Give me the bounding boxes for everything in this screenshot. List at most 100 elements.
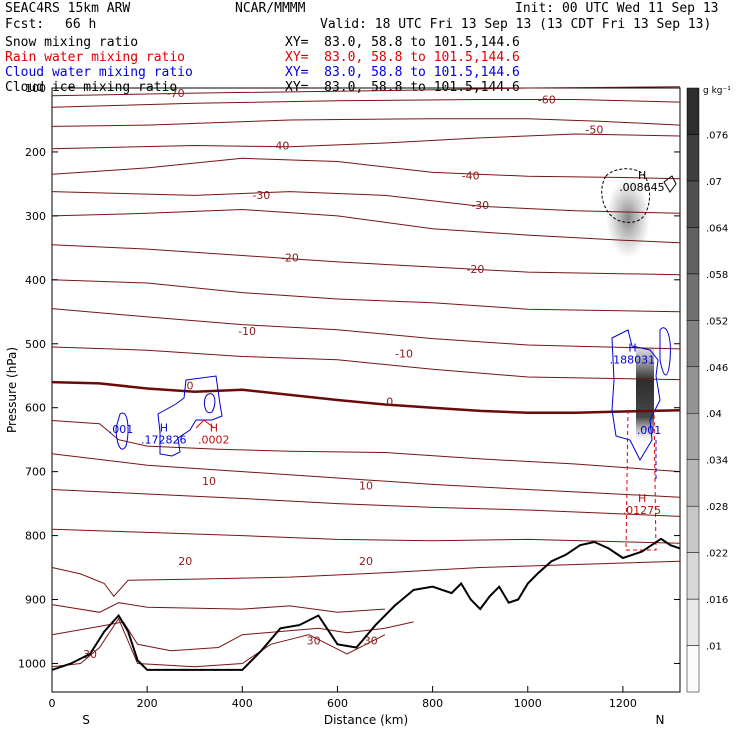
temperature-contour-line [51, 308, 681, 350]
maxima-value: .188031 [610, 354, 656, 367]
temperature-contour-label: -30 [252, 189, 270, 202]
temperature-contour-line [51, 346, 681, 381]
x-tick-label: 1000 [514, 697, 542, 710]
temperature-contour-line [51, 528, 681, 544]
y-tick-label: 1000 [18, 657, 46, 670]
field-label-cloudwater: Cloud water mixing ratio [5, 65, 193, 80]
colorbar-label: .058 [706, 270, 728, 281]
temperature-contour-line [51, 560, 681, 598]
temperature-contour-line [51, 86, 681, 97]
colorbar-swatch [686, 505, 700, 553]
x-tick-label: 0 [49, 697, 56, 710]
temperature-contour-label: 20 [178, 555, 192, 568]
maxima-value: .01275 [623, 504, 662, 517]
model-title: SEAC4RS 15km ARW [5, 1, 131, 16]
temperature-contour-label: -20 [281, 251, 299, 264]
field-label-rain: Rain water mixing ratio [5, 50, 186, 65]
temperature-contour-label: -70 [167, 87, 185, 100]
temperature-contour-label: 30 [364, 634, 378, 647]
temperature-contour-line [51, 118, 681, 127]
colorbar: .01 .016 .022 .028 .034 .04 .046 .052 .058 .064 .0… [686, 86, 731, 693]
temperature-contour-label: -60 [538, 94, 556, 107]
temperature-contour-label: 20 [359, 555, 373, 568]
maxima-value: .008645 [619, 181, 665, 194]
mixing-ratio-contours [115, 168, 677, 551]
y-axis-title: Pressure (hPa) [5, 347, 19, 433]
x-tick-label: 800 [422, 697, 443, 710]
field-xy-snow: XY= 83.0, 58.8 to 101.5,144.6 [285, 35, 520, 50]
temperature-contour-line [51, 602, 386, 613]
temperature-contour-label: -50 [585, 124, 603, 137]
colorbar-swatch [686, 598, 700, 646]
x-tick-label: 600 [327, 697, 348, 710]
colorbar-swatch [686, 552, 700, 600]
colorbar-label: .01 [706, 642, 722, 653]
y-tick-label: 600 [25, 402, 46, 415]
cloud-water-contour [611, 329, 661, 462]
plot-frame [51, 87, 681, 693]
y-tick-label: 100 [25, 82, 46, 95]
rain-water-contour [195, 419, 215, 429]
colorbar-label: .07 [706, 177, 722, 188]
temperature-contour-line [51, 617, 386, 668]
maxima-symbol: H [638, 492, 646, 505]
colorbar-label: .028 [706, 502, 728, 513]
direction-north: N [656, 713, 665, 727]
zero-isotherm-line [51, 380, 681, 415]
colorbar-label: .046 [706, 363, 728, 374]
y-tick-label: 900 [25, 594, 46, 607]
cloud-water-contour [203, 393, 216, 414]
x-tick-label: 400 [232, 697, 253, 710]
maxima-value: .0002 [198, 434, 230, 447]
colorbar-swatch [686, 645, 700, 693]
temperature-contour-line [51, 157, 681, 180]
colorbar-label: .022 [706, 549, 728, 560]
valid-time: Valid: 18 UTC Fri 13 Sep 13 (13 CDT Fri … [320, 17, 712, 32]
maxima-symbol: H [638, 169, 646, 182]
colorbar-label: .034 [706, 456, 728, 467]
temperature-contour-line [51, 99, 681, 108]
init-time: Init: 00 UTC Wed 11 Sep 13 [515, 1, 719, 16]
zero-isotherm [51, 380, 681, 415]
colorbar-label: .076 [706, 130, 728, 141]
x-axis-title: Distance (km) [324, 713, 408, 727]
cloud-water-contour [115, 412, 129, 450]
temperature-contour-line [51, 453, 681, 498]
y-tick-label: 700 [25, 466, 46, 479]
plot-border [51, 87, 681, 693]
cloud-ice-shade [606, 178, 650, 258]
temperature-contour-line [51, 621, 414, 652]
y-tick-label: 800 [25, 530, 46, 543]
colorbar-swatch [686, 87, 700, 135]
forecast-label: Fcst: [5, 17, 45, 32]
cloud-water-contour [157, 375, 223, 457]
temperature-contour-label: 30 [307, 634, 321, 647]
colorbar-swatch [686, 134, 700, 182]
y-tick-label: 200 [25, 146, 46, 159]
temperature-contour-line [51, 279, 681, 313]
maxima-value: .001 [637, 424, 662, 437]
maxima-value: .172826 [141, 434, 187, 447]
field-xy-cloudwater: XY= 83.0, 58.8 to 101.5,144.6 [285, 65, 520, 80]
colorbar-swatch [686, 320, 700, 368]
colorbar-label: .052 [706, 316, 728, 327]
temperature-contour-line [51, 191, 681, 214]
cloud-ice-contour [663, 175, 677, 193]
temperature-contour-line [51, 133, 681, 150]
temperature-contour-line [51, 244, 681, 276]
maxima-labels: H.008645H.188031H.172826H.0002.001.001H.… [109, 169, 665, 517]
temperature-contour-line [51, 208, 681, 244]
colorbar-label: .064 [706, 223, 728, 234]
temperature-contour-line [51, 489, 681, 517]
temperature-contour-label: -10 [395, 347, 413, 360]
maxima-value: .001 [109, 423, 134, 436]
colorbar-swatch [686, 273, 700, 321]
temperature-contour-label: -40 [271, 140, 289, 153]
temperature-contour-label: 10 [359, 480, 373, 493]
x-tick-label: 1200 [609, 697, 637, 710]
field-label-snow: Snow mixing ratio [5, 35, 139, 50]
temperature-contour-line [51, 420, 681, 473]
snow-shade [636, 348, 654, 440]
